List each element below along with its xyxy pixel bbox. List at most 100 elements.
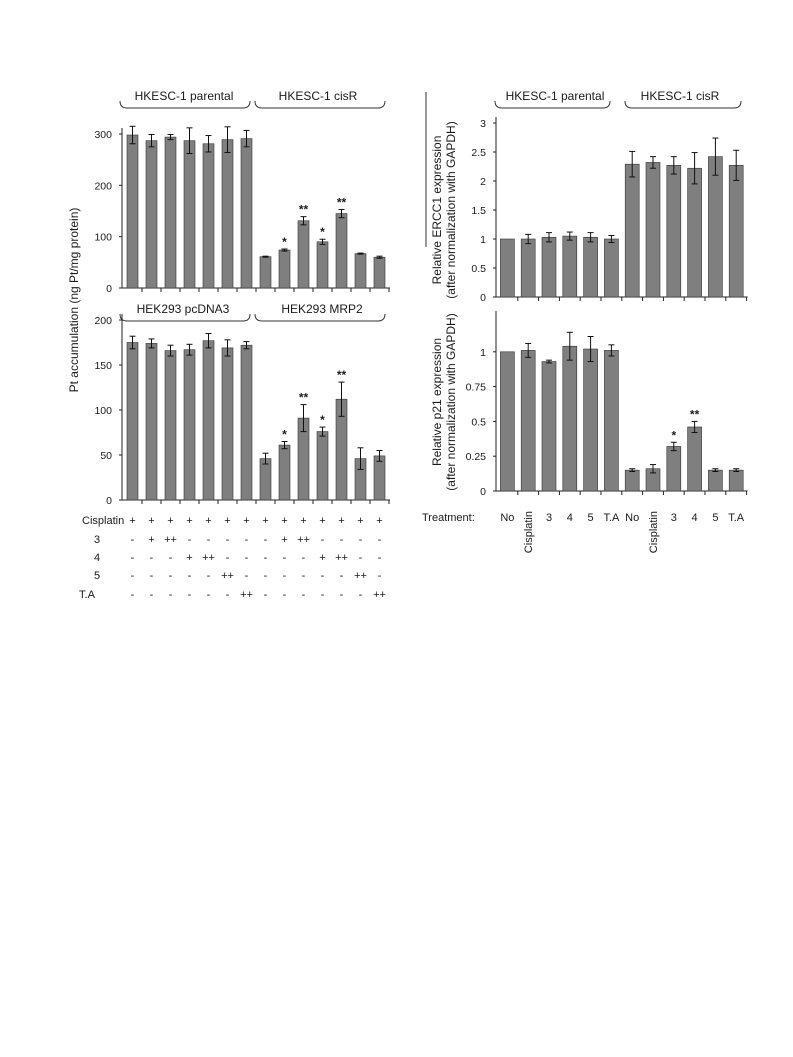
condition-mark: - xyxy=(359,552,363,564)
condition-mark: + xyxy=(319,552,325,564)
condition-mark: - xyxy=(226,589,230,601)
condition-mark: - xyxy=(188,570,192,582)
right-top-group-brace-2 xyxy=(624,100,742,109)
condition-mark: ++ xyxy=(164,534,177,546)
condition-mark: - xyxy=(321,589,325,601)
y-tick-label: 200 xyxy=(94,315,112,327)
significance-star: ** xyxy=(299,391,309,405)
bar xyxy=(202,340,215,501)
treatment-label: Treatment: xyxy=(422,512,475,524)
bar xyxy=(666,446,682,492)
significance-star: ** xyxy=(299,203,309,217)
condition-mark: + xyxy=(186,515,192,527)
condition-mark: + xyxy=(148,534,154,546)
condition-mark: - xyxy=(226,552,230,564)
treatment-tick-label: 4 xyxy=(567,512,573,524)
condition-mark: - xyxy=(169,589,173,601)
bar xyxy=(728,165,744,298)
left-top-group-label-1: HKESC-1 parental xyxy=(135,89,234,103)
condition-row-label: 4 xyxy=(94,552,100,564)
condition-mark: + xyxy=(300,515,306,527)
condition-mark: - xyxy=(340,534,344,546)
condition-mark: - xyxy=(245,552,249,564)
left-bottom-group-brace-2 xyxy=(254,313,386,322)
significance-star: ** xyxy=(690,407,700,421)
treatment-tick-label: 3 xyxy=(546,512,552,524)
bar xyxy=(316,431,329,501)
condition-mark: - xyxy=(131,570,135,582)
bar xyxy=(202,143,215,289)
y-tick-label: 100 xyxy=(94,232,112,244)
y-tick-label: 0 xyxy=(480,486,486,498)
condition-mark: - xyxy=(150,552,154,564)
significance-star: * xyxy=(282,235,287,249)
bar xyxy=(240,344,253,501)
bar xyxy=(335,213,348,289)
y-tick-label: 1.5 xyxy=(471,205,486,217)
condition-mark: - xyxy=(207,534,211,546)
bar xyxy=(728,469,744,492)
bar xyxy=(259,458,272,501)
bar xyxy=(316,241,329,289)
left-top-group-label-2: HKESC-1 cisR xyxy=(279,89,358,103)
condition-mark: - xyxy=(264,534,268,546)
condition-mark: - xyxy=(169,552,173,564)
treatment-tick-label: T.A xyxy=(728,512,745,524)
right-top-group-brace-1 xyxy=(494,100,611,109)
condition-mark: - xyxy=(321,534,325,546)
left-condition-table: Cisplatin + + + + + + + + + + + + + +3- + ++ - - - - - + ++ - - - -… xyxy=(79,515,386,601)
bar xyxy=(687,167,702,298)
bar xyxy=(278,444,291,501)
y-tick-label: 0.75 xyxy=(466,382,487,394)
ercc1-ylabel-line1: Relative ERCC1 expression xyxy=(430,136,444,285)
y-tick-label: 0 xyxy=(480,292,486,304)
condition-mark: + xyxy=(224,515,230,527)
right-top-group-label-2: HKESC-1 cisR xyxy=(641,89,720,103)
bar xyxy=(520,350,536,492)
bar xyxy=(562,345,578,492)
bar xyxy=(373,455,386,501)
condition-mark: - xyxy=(340,589,344,601)
condition-mark: + xyxy=(167,515,173,527)
condition-mark: + xyxy=(281,534,287,546)
bar xyxy=(221,139,234,289)
condition-mark: - xyxy=(302,570,306,582)
condition-mark: + xyxy=(376,515,382,527)
condition-mark: ++ xyxy=(202,552,215,564)
bar xyxy=(354,253,367,289)
condition-row-label: 5 xyxy=(94,570,100,582)
condition-mark: + xyxy=(148,515,154,527)
significance-star: * xyxy=(282,428,287,442)
condition-mark: ++ xyxy=(354,570,367,582)
treatment-tick-label: No xyxy=(625,512,639,524)
bar xyxy=(541,361,557,492)
condition-mark: ++ xyxy=(221,570,234,582)
chart-panels: 0100200300******050100150200******00.511… xyxy=(94,117,748,507)
bar xyxy=(164,136,177,289)
condition-mark: - xyxy=(245,570,249,582)
condition-mark: + xyxy=(262,515,268,527)
condition-mark: - xyxy=(283,589,287,601)
treatment-tick-label: 4 xyxy=(692,512,698,524)
chart-panel-right-bottom: 00.250.50.751*** xyxy=(466,311,748,498)
left-ylabel: Pt accumulation (ng Pt/mg protein) xyxy=(67,208,81,393)
condition-mark: - xyxy=(359,534,363,546)
treatment-tick-label: No xyxy=(500,512,514,524)
condition-row-label: T.A xyxy=(79,589,96,601)
bar xyxy=(708,469,723,492)
bar xyxy=(126,134,139,289)
condition-mark: - xyxy=(378,534,382,546)
y-tick-label: 1 xyxy=(480,347,486,359)
condition-mark: - xyxy=(150,589,154,601)
condition-mark: - xyxy=(321,570,325,582)
bar xyxy=(583,348,598,492)
treatment-tick-label: Cisplatin xyxy=(648,511,660,553)
left-bottom-group-label-2: HEK293 MRP2 xyxy=(281,302,363,316)
y-tick-label: 150 xyxy=(94,360,112,372)
bar xyxy=(164,350,177,501)
y-tick-label: 0.25 xyxy=(466,451,487,463)
significance-star: * xyxy=(671,428,676,442)
bar xyxy=(687,426,702,492)
